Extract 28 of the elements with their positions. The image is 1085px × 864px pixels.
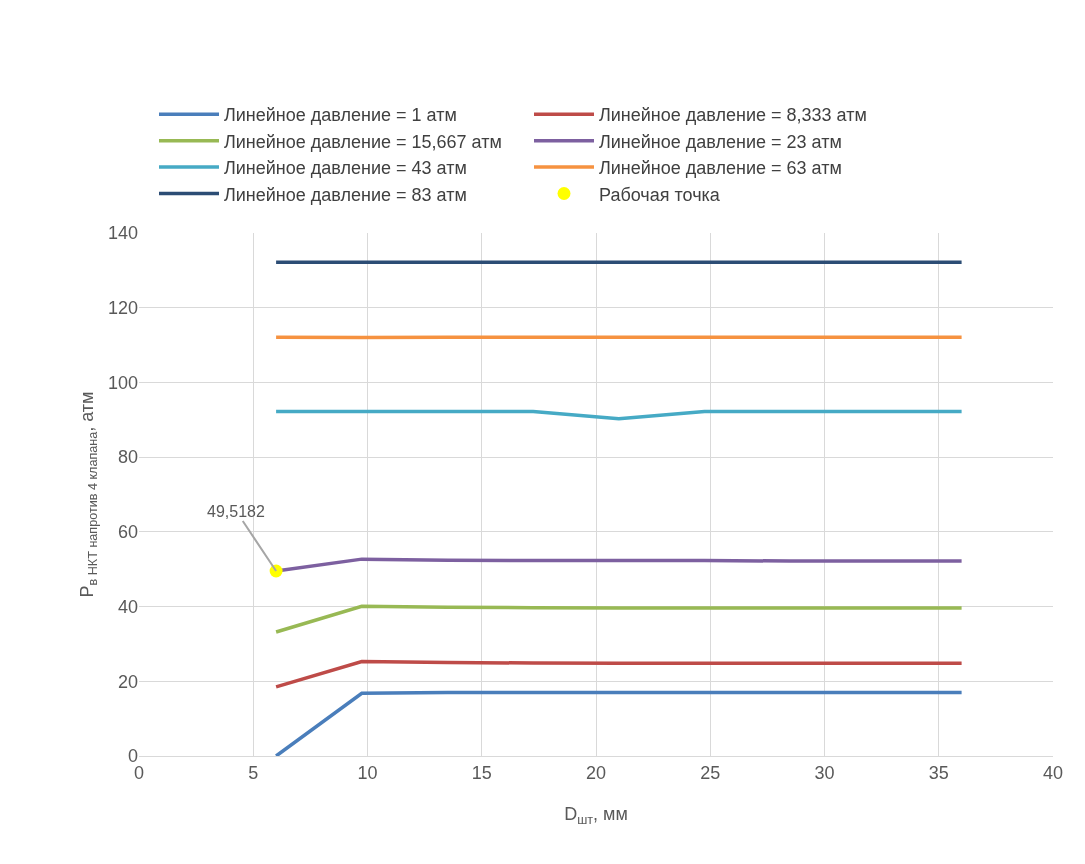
legend-label: Линейное давление = 43 атм <box>224 158 467 179</box>
x-tick-label: 30 <box>814 762 835 783</box>
x-axis-title: D$_{шт}$, мм <box>564 804 628 827</box>
y-tick-label: 0 <box>127 746 138 767</box>
x-tick-label: 35 <box>928 762 949 783</box>
y-tick-label: 40 <box>117 596 138 617</box>
line-series <box>274 659 964 689</box>
y-tick-label: 100 <box>107 372 138 393</box>
legend-label: Линейное давление = 83 атм <box>224 184 467 205</box>
y-tick-label: 120 <box>107 298 138 319</box>
legend-label: Рабочая точка <box>599 184 721 205</box>
legend-label: Линейное давление = 23 атм <box>599 131 842 152</box>
data-label: 49,5182 <box>207 503 265 520</box>
x-tick-label: 40 <box>1042 762 1064 783</box>
y-tick-label: 20 <box>117 671 138 692</box>
x-tick-label: 25 <box>700 762 721 783</box>
legend-label: Линейное давление = 15,667 атм <box>224 131 502 152</box>
legend-label: Линейное давление = 8,333 атм <box>599 105 867 126</box>
y-tick-label: 60 <box>117 522 138 543</box>
x-tick-label: 5 <box>248 762 259 783</box>
legend-label: Линейное давление = 63 атм <box>599 158 842 179</box>
legend-label: Линейное давление = 1 атм <box>224 105 457 126</box>
y-tick-label: 80 <box>117 447 138 468</box>
x-tick-label: 10 <box>357 762 378 783</box>
y-tick-label: 140 <box>107 223 138 244</box>
line-series <box>274 604 964 634</box>
x-tick-label: 20 <box>585 762 607 783</box>
x-tick-label: 15 <box>471 762 492 783</box>
